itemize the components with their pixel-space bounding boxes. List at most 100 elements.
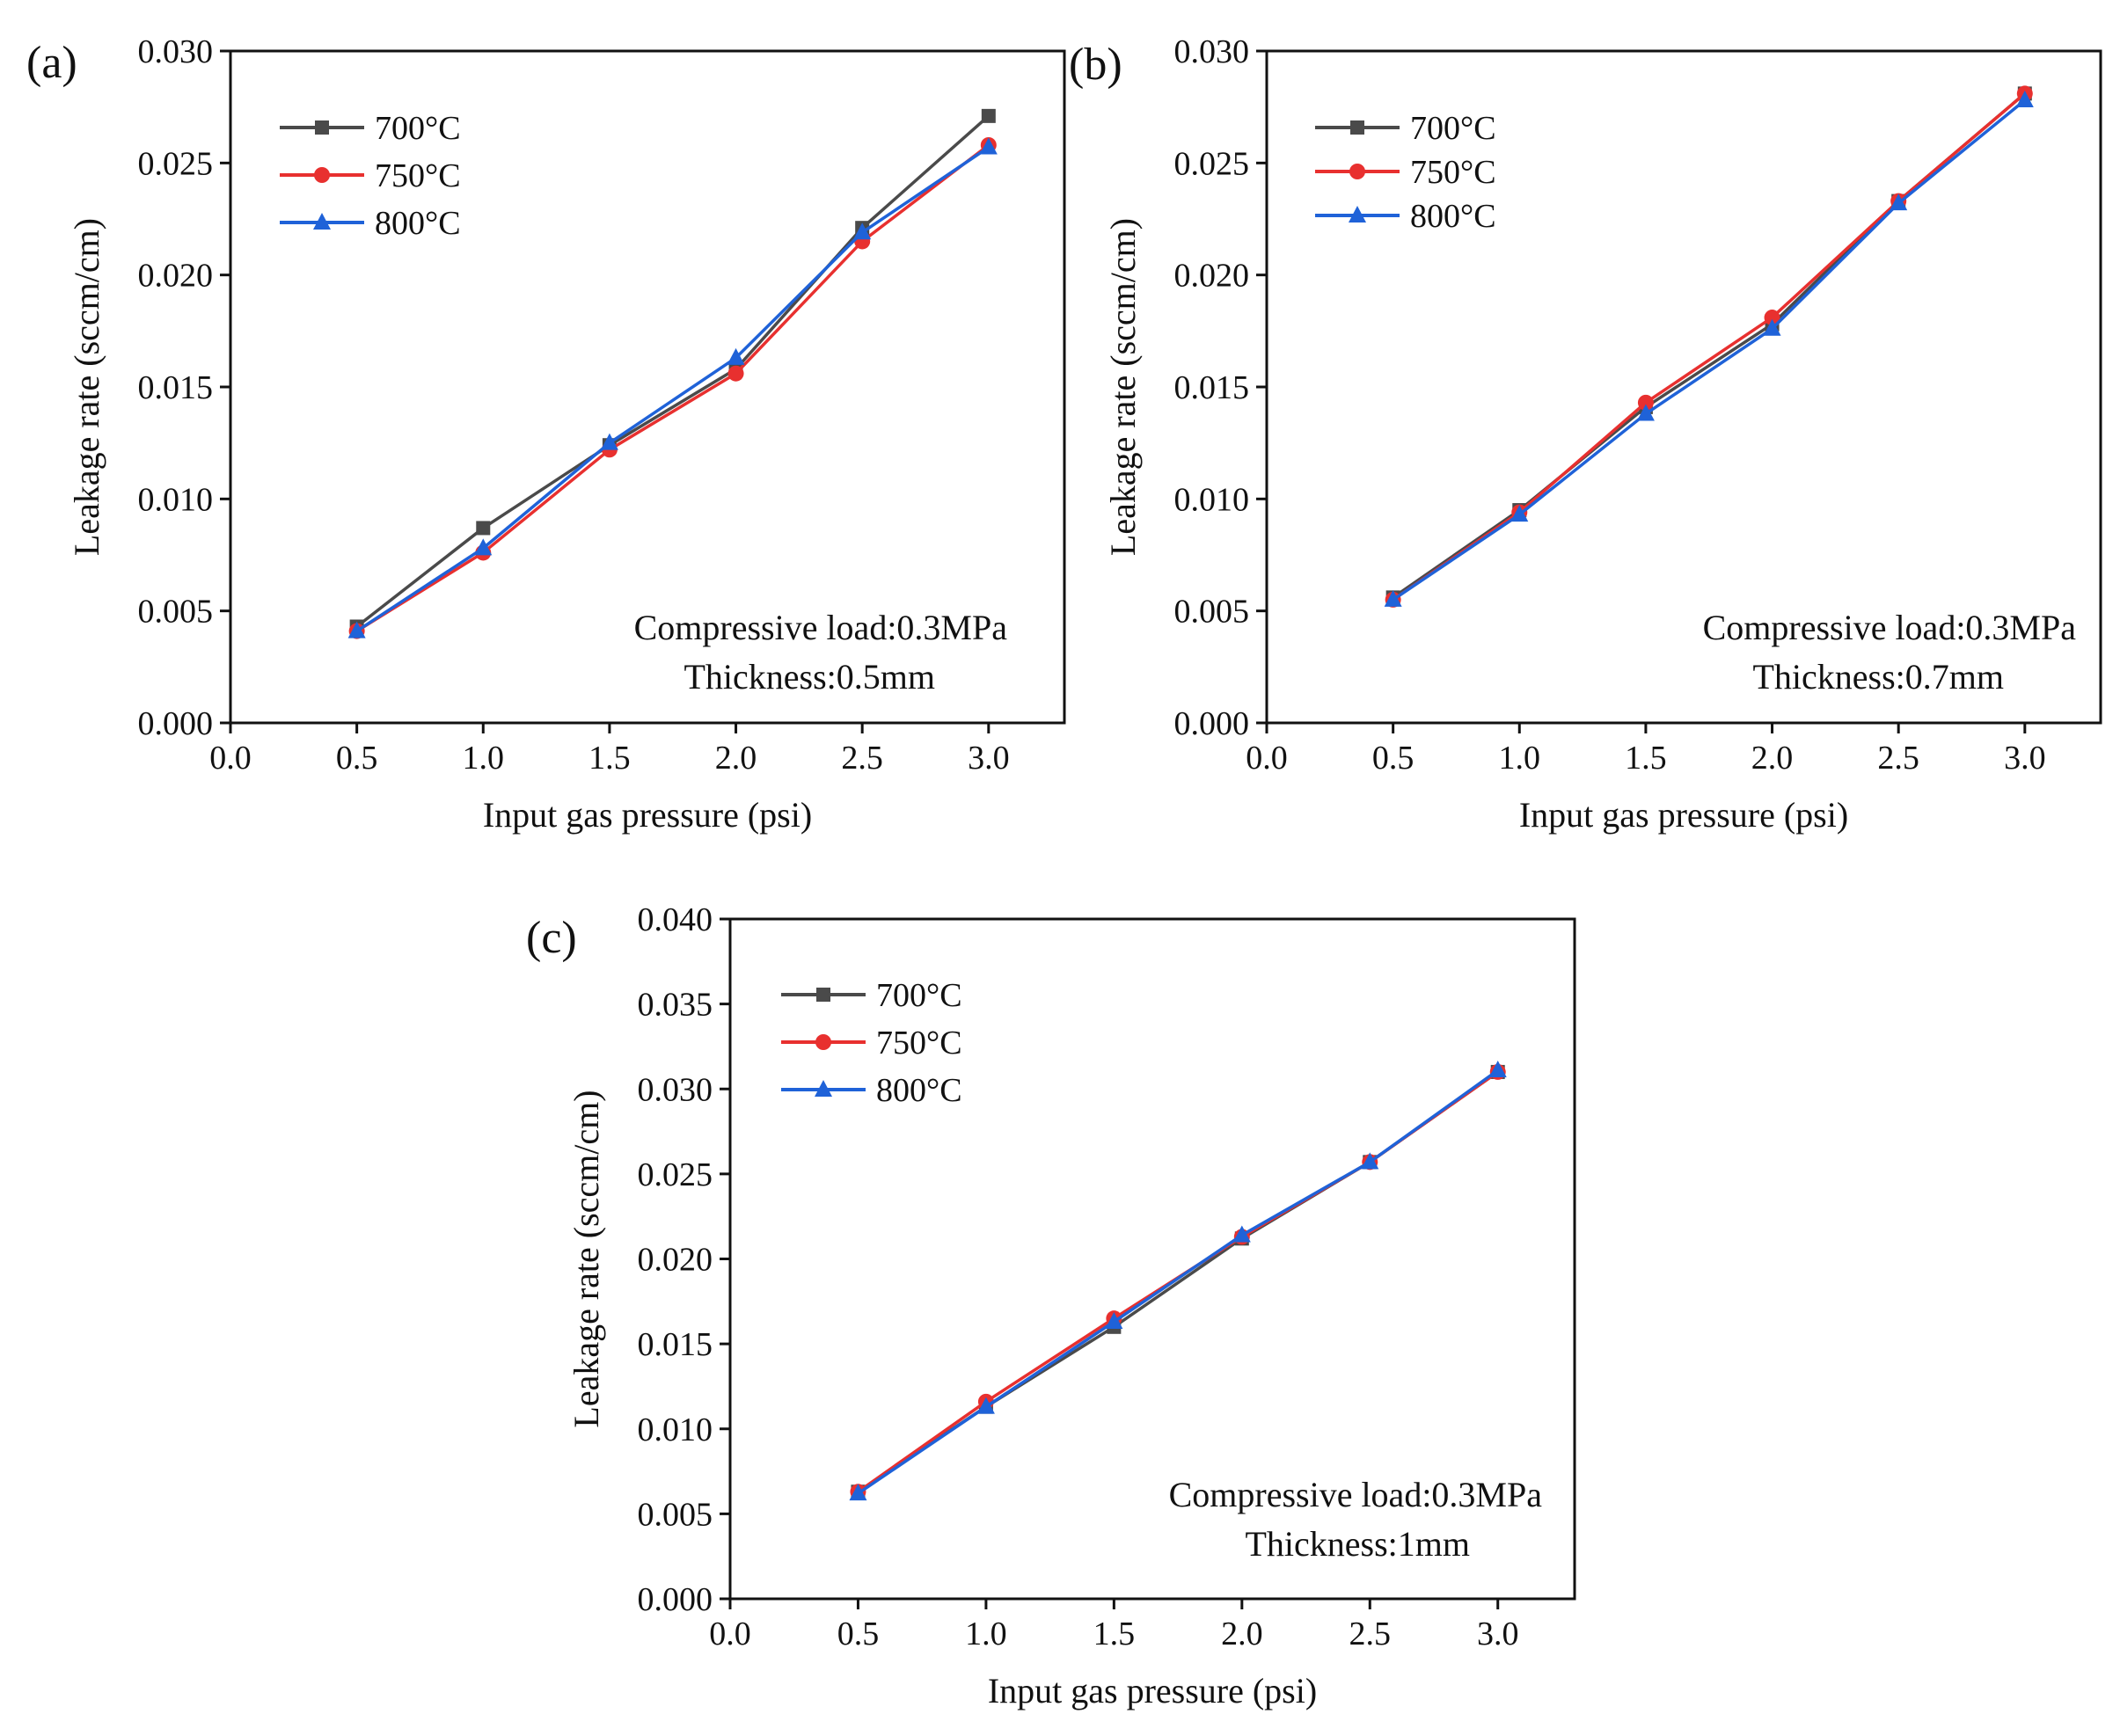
y-tick-label: 0.020: [1174, 258, 1250, 295]
legend-label-800: 800°C: [1410, 198, 1496, 235]
legend-label-700: 700°C: [1410, 110, 1496, 147]
data-point-800: [853, 222, 872, 240]
y-tick-label: 0.010: [1174, 481, 1250, 518]
data-point-800: [1361, 1152, 1379, 1170]
annotation-thickness: Thickness:0.5mm: [684, 657, 935, 697]
x-tick-label: 1.0: [463, 740, 505, 777]
legend-label-700: 700°C: [375, 110, 461, 147]
data-point-800: [727, 347, 745, 365]
y-tick-label: 0.030: [638, 1071, 713, 1108]
legend-marker-700: [1350, 120, 1364, 135]
series-line-750: [1392, 92, 2026, 602]
y-tick-label: 0.025: [1174, 145, 1250, 182]
data-point-800: [1232, 1225, 1251, 1243]
y-tick-label: 0.030: [138, 33, 214, 70]
y-tick-label: 0.015: [638, 1326, 713, 1363]
data-point-800: [1510, 505, 1529, 522]
data-point-800: [976, 1397, 995, 1414]
data-point-800: [600, 433, 618, 450]
data-point-800: [1488, 1060, 1507, 1077]
x-tick-label: 3.0: [968, 740, 1010, 777]
panel-label: (c): [526, 913, 577, 963]
x-tick-label: 1.0: [965, 1616, 1007, 1652]
legend-label-800: 800°C: [375, 205, 461, 242]
panel-label: (a): [26, 38, 77, 88]
data-point-800: [979, 137, 998, 155]
legend-label-700: 700°C: [876, 977, 962, 1014]
series-line-800: [355, 146, 990, 633]
y-tick-label: 0.015: [1174, 369, 1250, 406]
data-point-750: [1637, 394, 1654, 411]
y-tick-label: 0.020: [638, 1242, 713, 1279]
x-tick-label: 1.5: [1625, 740, 1667, 777]
y-tick-label: 0.025: [638, 1156, 713, 1193]
y-tick-label: 0.030: [1174, 33, 1250, 70]
legend-label-750: 750°C: [375, 157, 461, 194]
data-point-700: [476, 521, 491, 536]
x-tick-label: 2.0: [1751, 740, 1794, 777]
annotation-load: Compressive load:0.3MPa: [1703, 608, 2077, 647]
y-tick-label: 0.005: [1174, 594, 1250, 631]
legend-marker-750: [314, 167, 330, 183]
legend-label-800: 800°C: [876, 1072, 962, 1109]
series-line-800: [1392, 98, 2026, 602]
x-tick-label: 0.5: [1372, 740, 1415, 777]
x-tick-label: 0.5: [837, 1616, 880, 1652]
legend-marker-750: [1349, 164, 1365, 179]
x-tick-label: 0.5: [336, 740, 378, 777]
y-tick-label: 0.000: [638, 1581, 713, 1618]
legend-marker-800: [1349, 206, 1366, 222]
legend-marker-700: [315, 120, 329, 135]
x-tick-label: 2.5: [1349, 1616, 1392, 1652]
y-tick-label: 0.000: [1174, 705, 1250, 742]
y-tick-label: 0.025: [138, 145, 214, 182]
x-tick-label: 1.0: [1499, 740, 1541, 777]
y-axis-title: Leakage rate (sccm/cm): [1103, 218, 1143, 556]
annotation-load: Compressive load:0.3MPa: [1169, 1475, 1543, 1514]
data-point-750: [1764, 310, 1780, 326]
x-axis-title: Input gas pressure (psi): [483, 795, 812, 835]
annotation-load: Compressive load:0.3MPa: [634, 608, 1008, 647]
series-line-750: [355, 143, 990, 633]
x-tick-label: 2.0: [1221, 1616, 1263, 1652]
x-axis-title: Input gas pressure (psi): [988, 1671, 1317, 1710]
series-line-800: [857, 1069, 1499, 1495]
x-tick-label: 1.5: [1093, 1616, 1136, 1652]
x-tick-label: 0.0: [209, 740, 252, 777]
y-tick-label: 0.010: [138, 481, 214, 518]
y-tick-label: 0.005: [138, 594, 214, 631]
legend-marker-700: [816, 988, 830, 1002]
x-tick-label: 0.0: [1246, 740, 1288, 777]
x-tick-label: 2.0: [715, 740, 757, 777]
y-axis-title: Leakage rate (sccm/cm): [567, 1090, 606, 1427]
data-point-800: [347, 621, 366, 638]
data-point-800: [1105, 1312, 1123, 1330]
chart-panel-a: 0.0 0.5 1.0 1.5 2.0 2.5 3.0 0.000 0.005 0.010 0.01…: [26, 33, 1066, 835]
legend-label-750: 750°C: [876, 1025, 962, 1061]
annotation-thickness: Thickness:1mm: [1245, 1524, 1470, 1564]
y-tick-label: 0.000: [138, 705, 214, 742]
data-point-800: [2015, 91, 2034, 108]
legend-marker-800: [313, 213, 331, 230]
data-point-750: [727, 365, 744, 382]
y-tick-label: 0.015: [138, 369, 214, 406]
data-point-700: [981, 108, 996, 123]
x-tick-label: 2.5: [1877, 740, 1919, 777]
chart-panel-c: 0.0 0.5 1.0 1.5 2.0 2.5 3.0 0.000 0.005 0.010 0.01…: [526, 901, 1576, 1710]
data-point-800: [1763, 318, 1781, 336]
legend-label-750: 750°C: [1410, 154, 1496, 191]
legend-marker-750: [815, 1034, 831, 1050]
y-tick-label: 0.010: [638, 1411, 713, 1448]
y-tick-label: 0.020: [138, 258, 214, 295]
data-point-800: [1384, 589, 1402, 607]
series-line-700: [355, 114, 990, 628]
y-tick-label: 0.035: [638, 987, 713, 1024]
legend-marker-800: [815, 1080, 832, 1097]
x-tick-label: 3.0: [2004, 740, 2046, 777]
y-tick-label: 0.040: [638, 901, 713, 938]
x-tick-label: 1.5: [588, 740, 631, 777]
x-tick-label: 0.0: [709, 1616, 751, 1652]
y-tick-label: 0.005: [638, 1496, 713, 1533]
x-tick-label: 2.5: [841, 740, 883, 777]
